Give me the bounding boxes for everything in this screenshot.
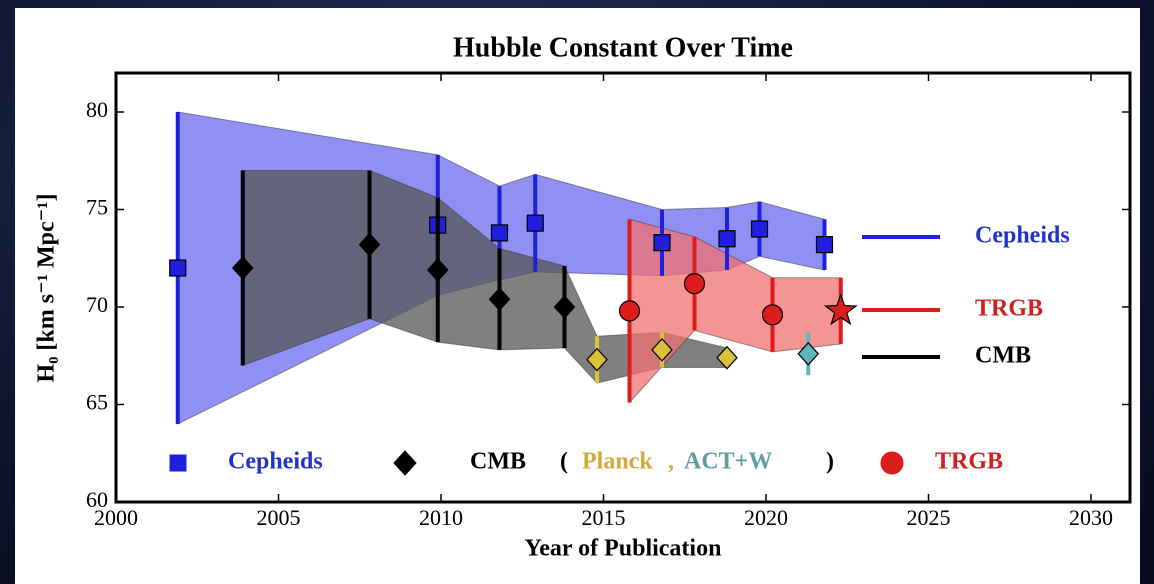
- legend-label: Planck: [582, 449, 653, 475]
- marker-square: [815, 236, 834, 254]
- marker-diamond: [651, 338, 673, 362]
- marker-square: [718, 230, 736, 248]
- marker-diamond: [586, 347, 608, 372]
- marker-circle: [683, 273, 706, 295]
- marker-diamond: [716, 345, 738, 370]
- legend-label: ACT+W: [684, 449, 772, 475]
- marker-square: [490, 224, 509, 242]
- marker-diamond: [488, 287, 511, 312]
- legend-punctuation: (: [560, 449, 568, 475]
- marker-square: [169, 259, 187, 277]
- y-tick-label: 80: [86, 97, 108, 122]
- legend-label: TRGB: [935, 449, 1003, 475]
- annotation-label: TRGB: [975, 296, 1043, 322]
- legend-marker: [880, 451, 904, 475]
- x-axis-label: Year of Publication: [525, 536, 722, 562]
- x-tick-label: 2005: [257, 505, 301, 530]
- x-tick-label: 2010: [419, 505, 463, 530]
- marker-diamond: [358, 232, 381, 257]
- x-tick-label: 2015: [582, 505, 626, 530]
- marker-square: [653, 234, 671, 252]
- x-tick-label: 2000: [94, 505, 138, 530]
- x-tick-label: 2030: [1069, 505, 1113, 530]
- marker-circle: [618, 300, 641, 322]
- annotation-label: Cepheids: [975, 223, 1070, 249]
- y-tick-label: 75: [86, 195, 108, 220]
- legend-punctuation: ): [826, 449, 834, 475]
- marker-diamond: [426, 258, 449, 282]
- marker-star: [823, 293, 858, 326]
- marker-circle: [761, 304, 784, 326]
- x-tick-label: 2020: [744, 505, 788, 530]
- x-tick-label: 2025: [907, 505, 951, 530]
- legend-label: Cepheids: [228, 449, 323, 475]
- marker-square: [526, 214, 544, 232]
- legend-marker: [169, 454, 187, 472]
- y-axis-label: H₀ [km s⁻¹ Mpc⁻¹]: [34, 194, 60, 383]
- marker-diamond: [553, 295, 576, 319]
- annotation-label: CMB: [975, 343, 1031, 369]
- y-tick-label: 65: [86, 390, 108, 415]
- y-tick-label: 70: [86, 292, 108, 317]
- legend-marker: [393, 450, 417, 476]
- plot-frame: [114, 71, 1132, 504]
- chart-title: Hubble Constant Over Time: [453, 32, 793, 63]
- marker-diamond: [231, 256, 254, 280]
- legend-punctuation: ,: [668, 449, 674, 475]
- y-tick-label: 60: [86, 487, 108, 512]
- marker-square: [750, 220, 769, 238]
- legend-label: CMB: [470, 449, 526, 475]
- marker-diamond: [797, 341, 820, 366]
